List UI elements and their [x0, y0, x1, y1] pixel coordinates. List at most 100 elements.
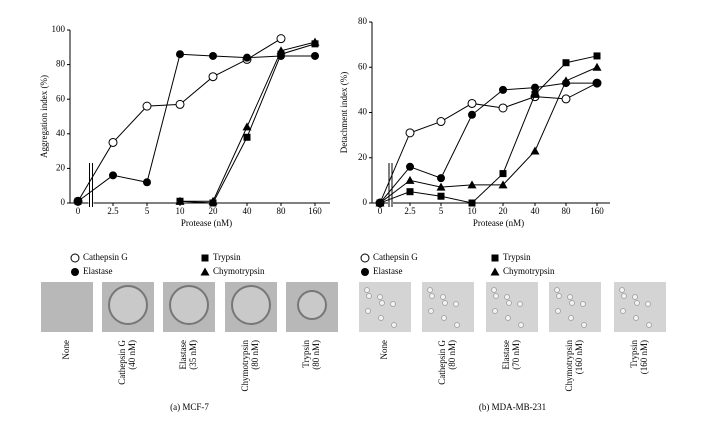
legend-marker	[70, 253, 80, 263]
x-tick-label: 20	[209, 206, 219, 216]
y-tick-label: 80	[56, 59, 66, 69]
data-point	[593, 52, 601, 60]
data-point	[531, 83, 539, 92]
legend-marker	[361, 268, 369, 276]
data-point	[406, 162, 414, 171]
data-point	[406, 188, 414, 196]
cell	[646, 322, 652, 328]
image-label: (160 nM)	[574, 340, 584, 374]
series-line	[77, 53, 315, 202]
data-point	[208, 72, 218, 82]
x-tick-label: 40	[243, 206, 253, 216]
cell	[453, 301, 459, 307]
y-tick-label: 20	[358, 152, 368, 162]
cell	[505, 315, 511, 321]
cell	[379, 300, 385, 306]
x-tick-label: 0	[378, 206, 383, 216]
data-point	[593, 79, 601, 88]
cell	[364, 287, 370, 293]
image-label: (80 nM)	[447, 340, 457, 370]
legend-label: Elastase	[373, 266, 403, 276]
x-tick-label: 20	[499, 206, 509, 216]
image-label: Elastase	[501, 340, 511, 370]
cell	[491, 287, 497, 293]
legend-marker	[491, 254, 499, 262]
data-point	[530, 146, 540, 155]
y-tick-label: 100	[52, 24, 66, 34]
image-label: (40 nM)	[127, 340, 137, 370]
data-point	[276, 46, 286, 55]
image-label: Elastase	[178, 340, 188, 370]
x-tick-label: 160	[308, 206, 322, 216]
x-tick-label: 160	[590, 206, 604, 216]
cell	[632, 294, 638, 300]
image-label: (80 nM)	[250, 340, 260, 370]
legend-label: Cathepsin G	[373, 252, 418, 262]
image-label: Chymotrypsin	[240, 340, 250, 392]
data-point	[437, 192, 445, 200]
data-point	[242, 122, 252, 131]
data-point	[498, 180, 508, 189]
image-label: None	[379, 340, 389, 360]
cell	[504, 294, 510, 300]
legend-label: Chymotrypsin	[213, 266, 265, 276]
legend-marker	[360, 253, 370, 263]
y-tick-label: 20	[56, 162, 66, 172]
panel-caption: (b) MDA-MB-231	[479, 402, 546, 412]
legend-label: Cathepsin G	[83, 252, 128, 262]
data-point	[468, 199, 476, 207]
cell-aggregate	[231, 285, 271, 325]
data-point	[499, 170, 507, 178]
legend-marker	[71, 268, 79, 276]
x-tick-label: 80	[277, 206, 287, 216]
cell	[633, 315, 639, 321]
cell	[619, 287, 625, 293]
data-point	[175, 196, 185, 205]
data-point	[74, 197, 82, 205]
data-point	[405, 175, 415, 184]
panel-caption: (a) MCF-7	[170, 402, 209, 412]
data-point	[276, 34, 286, 44]
cell	[621, 293, 627, 299]
legend-marker	[490, 267, 500, 276]
image-label: Chymotrypsin	[564, 340, 574, 392]
data-point	[375, 198, 385, 207]
cell	[581, 322, 587, 328]
x-tick-label: 10	[468, 206, 478, 216]
data-point	[436, 117, 446, 127]
cell	[378, 315, 384, 321]
x-tick-label: 5	[145, 206, 150, 216]
image-label: Cathepsin G	[437, 340, 447, 385]
legend-label: Chymotrypsin	[503, 266, 555, 276]
data-point	[243, 133, 251, 141]
cell	[427, 287, 433, 293]
data-point	[208, 196, 218, 205]
data-point	[209, 51, 217, 60]
cell	[454, 322, 460, 328]
data-point	[405, 128, 415, 138]
data-point	[561, 76, 571, 85]
y-tick-label: 60	[56, 93, 66, 103]
cell	[366, 293, 372, 299]
y-tick-label: 40	[56, 128, 66, 138]
y-tick-label: 40	[358, 107, 368, 117]
cell-aggregate	[297, 290, 327, 320]
image-label: Trypsin	[629, 340, 639, 368]
micrograph	[41, 282, 93, 332]
legend-label: Elastase	[83, 266, 113, 276]
cell	[634, 300, 640, 306]
x-tick-label: 80	[562, 206, 572, 216]
data-point	[108, 137, 118, 147]
cell	[620, 308, 626, 314]
data-point	[498, 103, 508, 113]
legend-marker	[201, 254, 209, 262]
cell	[492, 308, 498, 314]
cell	[390, 301, 396, 307]
x-axis-label: Protease (nM)	[181, 218, 232, 228]
data-point	[310, 37, 320, 46]
cell	[580, 301, 586, 307]
y-axis-label: Aggregation index (%)	[39, 75, 49, 158]
data-point	[467, 98, 477, 108]
data-point	[311, 51, 319, 60]
